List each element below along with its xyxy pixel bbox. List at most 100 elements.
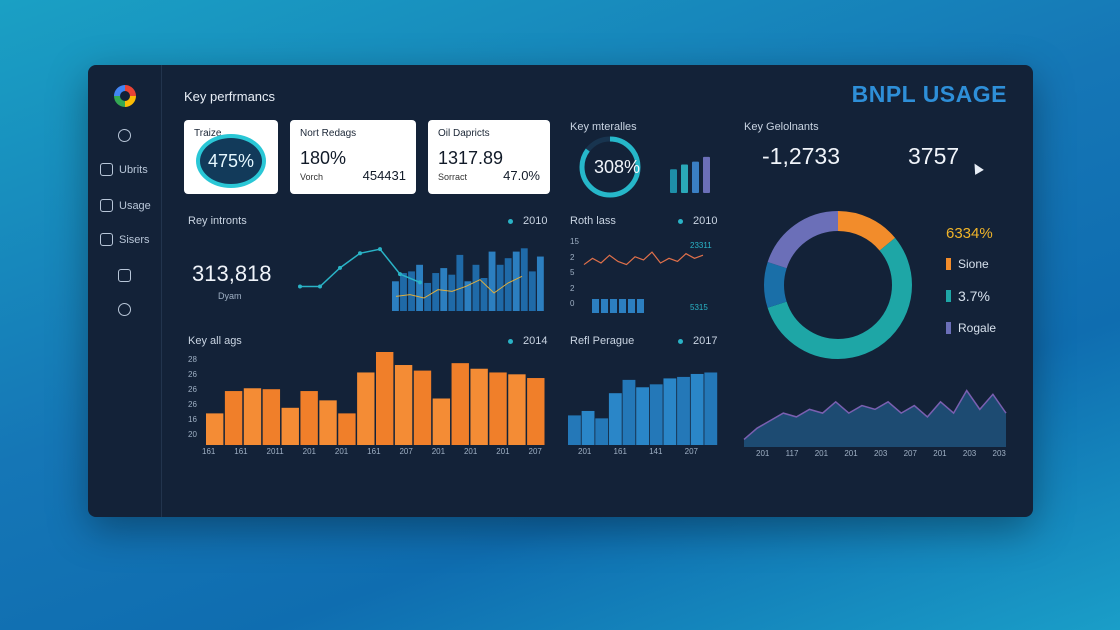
y-tick-label: 28 xyxy=(188,355,197,364)
legend-dot xyxy=(678,218,683,224)
x-tick-label: 207 xyxy=(684,447,698,456)
intronts-point xyxy=(418,280,422,285)
card-value: 475% xyxy=(207,150,255,171)
roth-line xyxy=(583,251,704,266)
kpi-card-nort[interactable]: Nort Redags 180% Vorch 454431 xyxy=(290,120,416,194)
allegs-bar xyxy=(413,370,432,445)
allegs-bar xyxy=(451,363,469,445)
legend-label: Rogale xyxy=(958,321,997,335)
y-tick-label: 26 xyxy=(188,400,197,409)
sidebar-item-profile[interactable] xyxy=(118,129,131,142)
refl-bar xyxy=(622,379,636,445)
area-line xyxy=(743,389,1007,441)
card-sub-label: Vorch xyxy=(300,172,324,182)
y-tick-label: 26 xyxy=(188,385,197,394)
y-tick-label: 16 xyxy=(188,415,197,424)
allegs-bar xyxy=(489,372,507,445)
intronts-chart xyxy=(298,247,544,311)
roth-bar xyxy=(628,299,635,313)
mouse-cursor-icon xyxy=(970,161,984,175)
intronts-bar xyxy=(392,281,399,311)
intronts-bar xyxy=(432,273,440,311)
metric-bar xyxy=(681,164,688,193)
x-tick-label: 201 xyxy=(933,449,947,458)
allegs-bar xyxy=(243,388,262,445)
x-tick-label: 203 xyxy=(992,449,1006,458)
x-tick-label: 201 xyxy=(578,447,592,456)
sidebar-item-settings[interactable] xyxy=(118,303,131,316)
refl-label: Refl Perague xyxy=(570,335,635,347)
gauge-value: 308% xyxy=(594,157,641,177)
y-tick-label: 0 xyxy=(570,299,575,309)
roth-right-bottom: 5315 xyxy=(690,303,708,312)
kpi-card-traize[interactable]: Traize 475% xyxy=(184,120,278,194)
x-tick-label: 201 xyxy=(814,449,829,458)
refl-bar xyxy=(581,410,595,445)
allegs-bar xyxy=(357,372,375,445)
x-tick-label: 201 xyxy=(756,449,770,458)
area-fill xyxy=(744,390,1006,447)
intronts-bar xyxy=(496,264,504,311)
intronts-point xyxy=(378,247,382,252)
kpi-card-oil[interactable]: Oil Dapricts 1317.89 Sorract 47.0% xyxy=(428,120,550,194)
intronts-year: 2010 xyxy=(508,215,547,227)
refl-bar xyxy=(663,378,677,445)
x-tick-label: 207 xyxy=(903,449,917,458)
allegs-bar xyxy=(206,413,224,445)
allegs-bar xyxy=(376,352,394,445)
allegs-bar xyxy=(394,365,413,445)
donut-slice xyxy=(764,211,912,359)
intronts-point xyxy=(338,265,342,270)
intronts-bar xyxy=(488,251,496,311)
roth-year: 2010 xyxy=(678,215,717,227)
legend-dot xyxy=(678,338,683,344)
allegs-year: 2014 xyxy=(508,335,547,347)
legend-label: Sione xyxy=(958,257,989,271)
legend-item-3-7: 3.7% xyxy=(946,288,990,304)
x-tick-label: 141 xyxy=(649,447,663,456)
refl-bar xyxy=(608,393,622,445)
intronts-bar xyxy=(472,264,480,311)
roth-bar xyxy=(637,299,644,313)
intronts-bar xyxy=(424,282,432,311)
legend-swatch xyxy=(946,290,951,302)
intronts-bar xyxy=(448,274,456,311)
x-tick-label: 201 xyxy=(496,447,510,456)
card-label: Oil Dapricts xyxy=(438,128,490,139)
intronts-bar xyxy=(512,251,520,311)
year-text: 2010 xyxy=(693,215,718,227)
refl-x-axis: 201 161 141 207 xyxy=(578,447,698,456)
allegs-bar xyxy=(527,378,545,445)
intronts-value: 313,818 xyxy=(192,261,272,286)
y-tick-label: 2 xyxy=(570,283,575,293)
y-tick-label: 5 xyxy=(570,268,575,278)
x-tick-label: 161 xyxy=(367,447,381,456)
sidebar-item-ubrits[interactable]: Ubrits xyxy=(100,163,148,176)
dashboard-panel: Ubrits Usage Sisers Key perfrmancs BNPL … xyxy=(88,65,1033,517)
legend-item-rogale: Rogale xyxy=(946,321,996,335)
gelonants-value-2: 3757 xyxy=(908,143,960,169)
donut-big-value: 6334% xyxy=(946,225,993,242)
intronts-bar xyxy=(504,258,512,311)
x-tick-label: 201 xyxy=(844,449,858,458)
card-sub-label: Sorract xyxy=(438,172,468,182)
card-value: 180% xyxy=(300,148,347,168)
refl-bar xyxy=(595,418,609,445)
card-value: 1317.89 xyxy=(438,148,504,168)
sidebar-item-label: Usage xyxy=(119,199,151,212)
sidebar-item-sisers[interactable]: Sisers xyxy=(100,233,150,246)
donut-chart xyxy=(764,211,912,359)
refl-bar xyxy=(677,376,690,445)
sidebar-item-images[interactable] xyxy=(118,269,131,282)
allegs-outline xyxy=(206,354,546,445)
legend-label: 3.7% xyxy=(958,288,990,304)
roth-chart xyxy=(583,251,704,313)
allegs-bar xyxy=(281,407,299,445)
allegs-x-axis: 161 161 2011 201 201 161 207 201 201 201 207 xyxy=(202,447,542,456)
metric-bar xyxy=(703,156,710,193)
folder-icon xyxy=(100,199,113,212)
sidebar-item-label: Ubrits xyxy=(119,163,148,176)
sidebar-item-usage[interactable]: Usage xyxy=(100,199,151,212)
logo-icon[interactable] xyxy=(114,85,136,107)
user-icon xyxy=(118,129,131,142)
